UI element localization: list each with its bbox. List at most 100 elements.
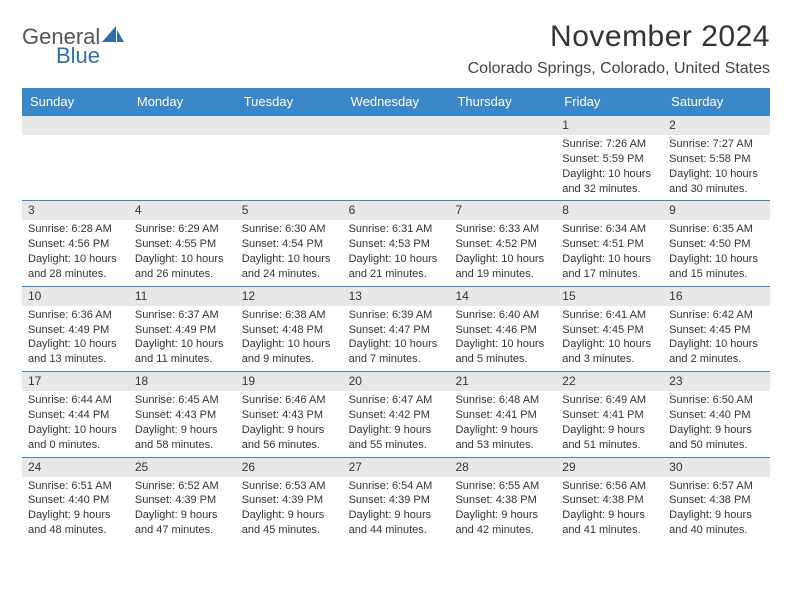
day-number: 28: [449, 458, 556, 477]
day-line-day1: Daylight: 10 hours: [562, 167, 657, 182]
day-detail: Sunrise: 6:31 AMSunset: 4:53 PMDaylight:…: [343, 220, 450, 285]
day-line-day2: and 24 minutes.: [242, 267, 337, 282]
day-line-day1: Daylight: 10 hours: [135, 252, 230, 267]
day-line-sunset: Sunset: 4:40 PM: [669, 408, 764, 423]
day-line-day1: Daylight: 10 hours: [669, 337, 764, 352]
day-cell: 27Sunrise: 6:54 AMSunset: 4:39 PMDayligh…: [343, 458, 450, 542]
day-line-day1: Daylight: 10 hours: [28, 337, 123, 352]
header: General Blue November 2024 Colorado Spri…: [22, 20, 770, 78]
day-line-day1: Daylight: 10 hours: [349, 337, 444, 352]
day-line-day1: Daylight: 9 hours: [135, 423, 230, 438]
week-row: 3Sunrise: 6:28 AMSunset: 4:56 PMDaylight…: [22, 200, 770, 285]
day-number: [343, 116, 450, 135]
day-line-day1: Daylight: 10 hours: [242, 337, 337, 352]
day-number: 15: [556, 287, 663, 306]
day-line-sunrise: Sunrise: 6:28 AM: [28, 222, 123, 237]
day-line-sunrise: Sunrise: 6:31 AM: [349, 222, 444, 237]
day-detail: Sunrise: 6:57 AMSunset: 4:38 PMDaylight:…: [663, 477, 770, 542]
day-line-sunset: Sunset: 4:39 PM: [242, 493, 337, 508]
day-line-day2: and 2 minutes.: [669, 352, 764, 367]
day-cell: [22, 116, 129, 200]
day-line-sunrise: Sunrise: 6:45 AM: [135, 393, 230, 408]
day-line-sunset: Sunset: 4:45 PM: [562, 323, 657, 338]
day-line-sunrise: Sunrise: 6:34 AM: [562, 222, 657, 237]
day-number: 10: [22, 287, 129, 306]
day-line-sunset: Sunset: 4:46 PM: [455, 323, 550, 338]
day-line-sunset: Sunset: 4:38 PM: [455, 493, 550, 508]
weekday-header: Saturday: [663, 88, 770, 115]
day-number: 23: [663, 372, 770, 391]
day-line-sunrise: Sunrise: 6:44 AM: [28, 393, 123, 408]
day-line-sunrise: Sunrise: 6:41 AM: [562, 308, 657, 323]
day-number: [236, 116, 343, 135]
day-number: 27: [343, 458, 450, 477]
day-line-day1: Daylight: 10 hours: [455, 252, 550, 267]
day-line-sunset: Sunset: 4:49 PM: [135, 323, 230, 338]
day-detail: Sunrise: 6:37 AMSunset: 4:49 PMDaylight:…: [129, 306, 236, 371]
day-detail: Sunrise: 6:51 AMSunset: 4:40 PMDaylight:…: [22, 477, 129, 542]
day-line-day1: Daylight: 9 hours: [242, 423, 337, 438]
day-detail: Sunrise: 7:26 AMSunset: 5:59 PMDaylight:…: [556, 135, 663, 200]
day-line-day1: Daylight: 10 hours: [242, 252, 337, 267]
day-line-sunset: Sunset: 4:45 PM: [669, 323, 764, 338]
day-line-sunrise: Sunrise: 6:49 AM: [562, 393, 657, 408]
day-number: 1: [556, 116, 663, 135]
day-line-sunset: Sunset: 4:43 PM: [242, 408, 337, 423]
day-number: 30: [663, 458, 770, 477]
day-cell: [236, 116, 343, 200]
day-line-sunrise: Sunrise: 6:40 AM: [455, 308, 550, 323]
day-cell: 11Sunrise: 6:37 AMSunset: 4:49 PMDayligh…: [129, 287, 236, 371]
day-line-day2: and 44 minutes.: [349, 523, 444, 538]
day-number: 5: [236, 201, 343, 220]
weekday-header-row: SundayMondayTuesdayWednesdayThursdayFrid…: [22, 88, 770, 115]
day-detail: Sunrise: 6:45 AMSunset: 4:43 PMDaylight:…: [129, 391, 236, 456]
day-detail: Sunrise: 6:47 AMSunset: 4:42 PMDaylight:…: [343, 391, 450, 456]
day-cell: 17Sunrise: 6:44 AMSunset: 4:44 PMDayligh…: [22, 372, 129, 456]
day-line-sunset: Sunset: 4:41 PM: [562, 408, 657, 423]
day-detail: Sunrise: 6:54 AMSunset: 4:39 PMDaylight:…: [343, 477, 450, 542]
day-line-sunset: Sunset: 4:54 PM: [242, 237, 337, 252]
week-row: 10Sunrise: 6:36 AMSunset: 4:49 PMDayligh…: [22, 286, 770, 371]
day-line-sunrise: Sunrise: 6:33 AM: [455, 222, 550, 237]
day-number: 12: [236, 287, 343, 306]
day-cell: 25Sunrise: 6:52 AMSunset: 4:39 PMDayligh…: [129, 458, 236, 542]
day-line-sunset: Sunset: 4:41 PM: [455, 408, 550, 423]
day-number: 18: [129, 372, 236, 391]
day-line-day1: Daylight: 10 hours: [28, 252, 123, 267]
day-line-sunrise: Sunrise: 6:29 AM: [135, 222, 230, 237]
day-number: 13: [343, 287, 450, 306]
day-line-sunset: Sunset: 4:50 PM: [669, 237, 764, 252]
day-line-day1: Daylight: 9 hours: [455, 423, 550, 438]
day-line-sunset: Sunset: 4:55 PM: [135, 237, 230, 252]
day-line-sunrise: Sunrise: 6:53 AM: [242, 479, 337, 494]
day-line-sunrise: Sunrise: 7:26 AM: [562, 137, 657, 152]
day-number: 17: [22, 372, 129, 391]
day-line-sunset: Sunset: 4:38 PM: [562, 493, 657, 508]
day-number: 25: [129, 458, 236, 477]
day-line-day2: and 40 minutes.: [669, 523, 764, 538]
day-line-sunrise: Sunrise: 7:27 AM: [669, 137, 764, 152]
day-line-day2: and 30 minutes.: [669, 182, 764, 197]
day-number: 22: [556, 372, 663, 391]
day-detail: Sunrise: 6:50 AMSunset: 4:40 PMDaylight:…: [663, 391, 770, 456]
day-detail: [22, 135, 129, 141]
title-block: November 2024 Colorado Springs, Colorado…: [468, 20, 770, 78]
day-cell: 19Sunrise: 6:46 AMSunset: 4:43 PMDayligh…: [236, 372, 343, 456]
day-line-sunrise: Sunrise: 6:47 AM: [349, 393, 444, 408]
day-detail: [343, 135, 450, 141]
day-detail: Sunrise: 6:30 AMSunset: 4:54 PMDaylight:…: [236, 220, 343, 285]
day-line-day2: and 13 minutes.: [28, 352, 123, 367]
day-line-sunset: Sunset: 4:53 PM: [349, 237, 444, 252]
day-line-sunrise: Sunrise: 6:30 AM: [242, 222, 337, 237]
brand-logo: General Blue: [22, 26, 124, 67]
day-line-day2: and 56 minutes.: [242, 438, 337, 453]
day-line-sunset: Sunset: 4:43 PM: [135, 408, 230, 423]
day-number: 2: [663, 116, 770, 135]
day-cell: 5Sunrise: 6:30 AMSunset: 4:54 PMDaylight…: [236, 201, 343, 285]
brand-sail-icon: [102, 26, 124, 44]
day-cell: 14Sunrise: 6:40 AMSunset: 4:46 PMDayligh…: [449, 287, 556, 371]
day-cell: 29Sunrise: 6:56 AMSunset: 4:38 PMDayligh…: [556, 458, 663, 542]
weekday-header: Friday: [556, 88, 663, 115]
day-detail: [236, 135, 343, 141]
week-row: 17Sunrise: 6:44 AMSunset: 4:44 PMDayligh…: [22, 371, 770, 456]
